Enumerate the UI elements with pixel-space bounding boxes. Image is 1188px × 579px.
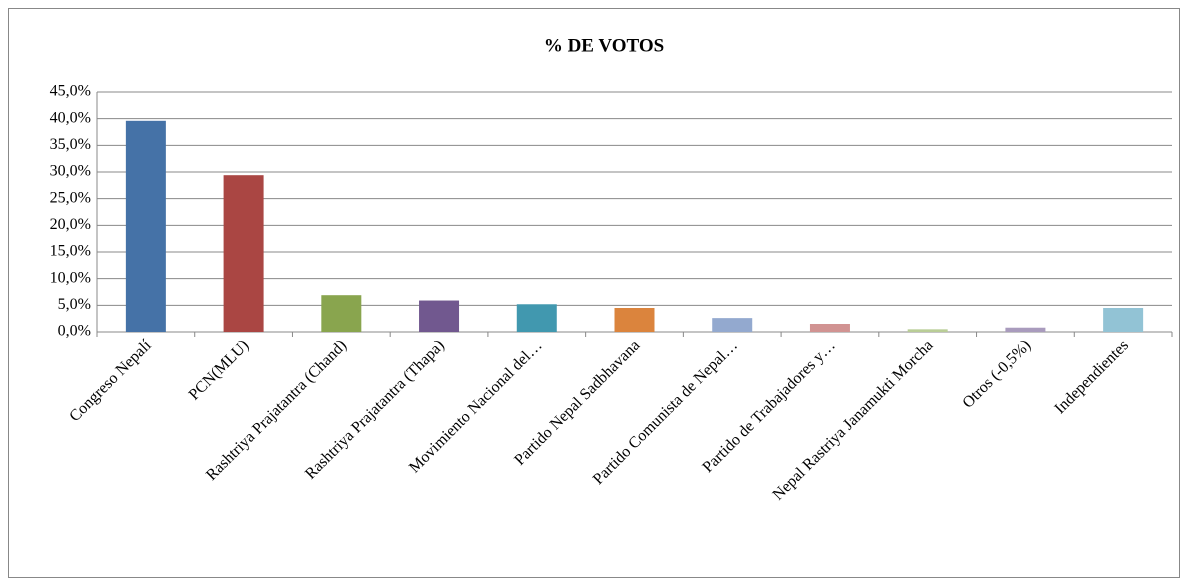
y-tick-label: 30,0% [50, 163, 91, 180]
bar [125, 120, 166, 332]
bar [712, 318, 753, 332]
bar [1103, 308, 1144, 332]
y-tick-label: 20,0% [50, 216, 91, 233]
bar [614, 308, 655, 332]
bar [321, 295, 362, 332]
bar [1005, 327, 1046, 332]
chart-title: % DE VOTOS [544, 35, 664, 56]
bar [907, 329, 948, 332]
y-tick-label: 0,0% [58, 323, 91, 340]
y-tick-label: 35,0% [50, 136, 91, 153]
y-tick-label: 5,0% [58, 296, 91, 313]
bar [223, 175, 264, 332]
bar [516, 304, 557, 332]
chart-border [8, 8, 1180, 578]
y-tick-label: 25,0% [50, 189, 91, 206]
y-tick-label: 10,0% [50, 269, 91, 286]
bar [419, 300, 460, 332]
y-tick-label: 40,0% [50, 109, 91, 126]
y-tick-label: 45,0% [50, 83, 91, 100]
bar [809, 324, 850, 332]
y-tick-label: 15,0% [50, 243, 91, 260]
